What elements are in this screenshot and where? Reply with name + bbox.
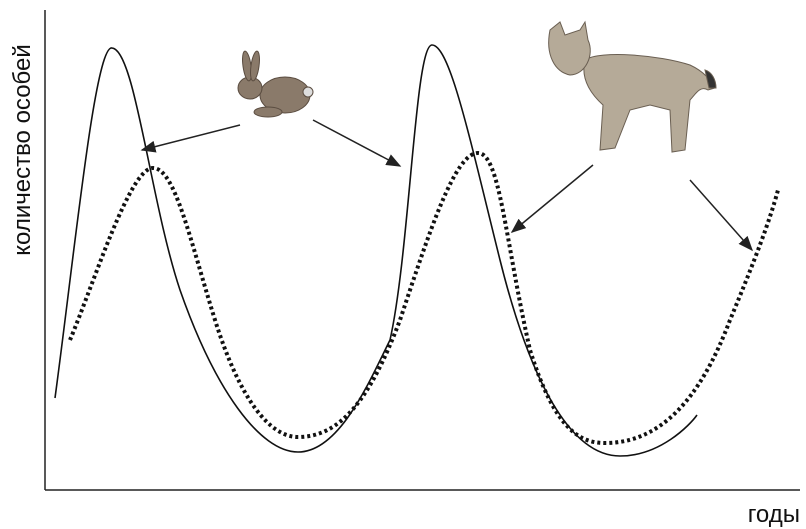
predator-curve [68,150,780,446]
axes [44,10,800,491]
arrows [140,119,753,252]
rabbit-icon [237,50,314,118]
prey-curve [54,44,698,457]
y-axis-label: количество особей [9,44,36,256]
arrow [312,119,402,167]
arrow [510,164,594,233]
x-axis-label: годы [748,501,800,528]
arrow [140,124,241,153]
lynx-icon [548,20,717,153]
arrow [689,179,753,252]
